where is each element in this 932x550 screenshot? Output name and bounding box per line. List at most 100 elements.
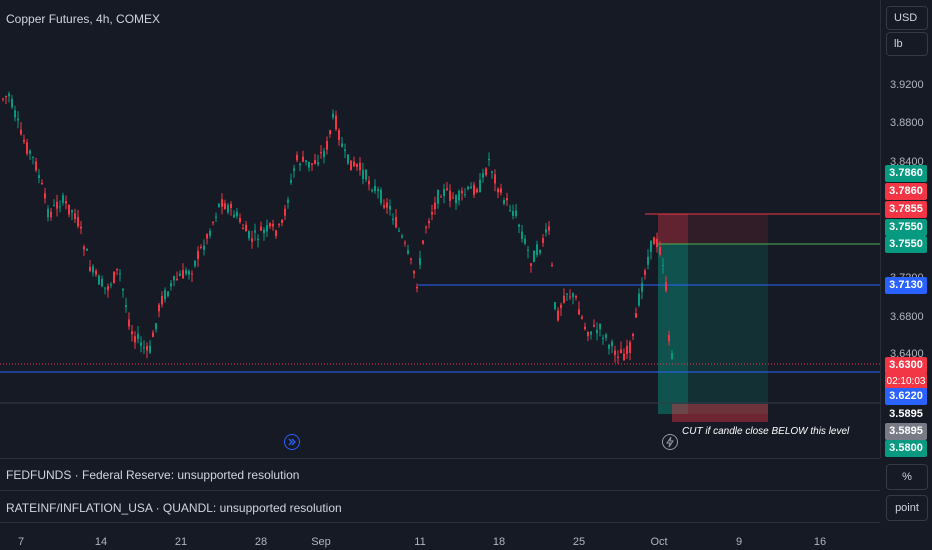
candle-body: [92, 266, 94, 273]
fedfunds-pane[interactable]: [0, 458, 880, 490]
price-tag: 3.7860: [885, 165, 927, 182]
time-tick: 18: [492, 536, 506, 548]
candle-body: [110, 284, 112, 286]
candle-body: [251, 238, 253, 242]
candle-body: [638, 293, 640, 306]
candle-body: [296, 154, 298, 161]
candle-body: [191, 273, 193, 275]
candle-body: [626, 345, 628, 354]
candle-body: [185, 270, 187, 274]
candle-body: [650, 240, 652, 253]
candle-body: [539, 250, 541, 253]
candle-body: [671, 353, 673, 359]
main-chart[interactable]: [0, 0, 880, 458]
candle-body: [287, 199, 289, 203]
candle-body: [452, 197, 454, 199]
time-tick: 28: [254, 536, 268, 548]
candle-body: [389, 205, 391, 210]
inflation-pane[interactable]: [0, 490, 880, 522]
candle-body: [194, 260, 196, 267]
price-tick: 3.6800: [890, 311, 924, 323]
candle-body: [497, 188, 499, 193]
candle-body: [371, 190, 373, 192]
candle-body: [365, 169, 367, 180]
price-tick: 3.8800: [890, 117, 924, 129]
candle-body: [449, 190, 451, 201]
price-tag: 3.7130: [885, 277, 927, 294]
candle-body: [329, 130, 331, 135]
candle-body: [140, 342, 142, 347]
symbol-title[interactable]: Copper Futures, 4h, COMEX: [6, 12, 161, 26]
price-axis[interactable]: [880, 0, 932, 458]
candle-body: [404, 242, 406, 244]
candle-body: [173, 276, 175, 281]
candle-body: [659, 247, 661, 255]
candle-body: [17, 118, 19, 121]
candle-body: [530, 263, 532, 267]
price-tag: 3.5895: [885, 423, 927, 440]
candle-body: [656, 238, 658, 248]
cut-level-annotation[interactable]: CUT if candle close BELOW this level: [682, 426, 850, 437]
candle-body: [239, 218, 241, 222]
lightning-circle-icon[interactable]: [662, 434, 678, 450]
candle-body: [188, 271, 190, 275]
candle-body: [200, 246, 202, 248]
candle-body: [473, 184, 475, 195]
candle-body: [641, 283, 643, 292]
candle-body: [557, 310, 559, 321]
candle-body: [455, 195, 457, 204]
candle-body: [119, 273, 121, 275]
price-tag: 3.5895: [889, 408, 923, 420]
time-tick: 14: [94, 536, 108, 548]
candle-body: [35, 161, 37, 171]
candle-body: [86, 248, 88, 251]
candle-body: [212, 222, 214, 224]
candle-body: [509, 210, 511, 212]
candle-body: [26, 142, 28, 154]
candle-body: [383, 205, 385, 208]
candle-body: [290, 179, 292, 183]
candle-body: [257, 238, 259, 241]
candle-body: [563, 295, 565, 303]
forward-arrow-circle-icon[interactable]: [284, 434, 300, 450]
candle-body: [644, 270, 646, 275]
candlestick-chart[interactable]: [0, 0, 880, 458]
candle-body: [347, 154, 349, 164]
candle-body: [221, 199, 223, 207]
candle-body: [197, 250, 199, 260]
candle-body: [599, 323, 601, 330]
candle-body: [494, 174, 496, 184]
candle-body: [122, 288, 124, 291]
candle-body: [560, 304, 562, 309]
candle-body: [224, 203, 226, 210]
candle-body: [617, 356, 619, 358]
candle-body: [374, 185, 376, 192]
candle-body: [386, 202, 388, 208]
unit-button[interactable]: lb: [886, 32, 928, 56]
candle-body: [116, 268, 118, 271]
candle-body: [107, 286, 109, 291]
profit-zone-extended: [688, 244, 768, 414]
candle-body: [419, 258, 421, 265]
candle-body: [554, 302, 556, 309]
point-scale-button[interactable]: point: [886, 495, 928, 521]
candle-body: [182, 270, 184, 279]
time-tick: 11: [414, 536, 426, 548]
candle-body: [476, 189, 478, 193]
candle-body: [323, 150, 325, 158]
candle-body: [275, 230, 277, 237]
candle-body: [575, 296, 577, 298]
time-axis[interactable]: [0, 522, 880, 550]
candle-body: [542, 238, 544, 243]
candle-body: [50, 211, 52, 218]
candle-body: [233, 214, 235, 218]
currency-button[interactable]: USD: [886, 6, 928, 30]
candle-body: [623, 353, 625, 361]
candle-body: [407, 250, 409, 254]
last-price-tag: 3.6300: [885, 357, 927, 374]
percent-scale-button[interactable]: %: [886, 464, 928, 490]
candle-body: [263, 229, 265, 234]
candle-body: [77, 217, 79, 227]
candle-body: [482, 173, 484, 178]
candle-body: [551, 264, 553, 266]
